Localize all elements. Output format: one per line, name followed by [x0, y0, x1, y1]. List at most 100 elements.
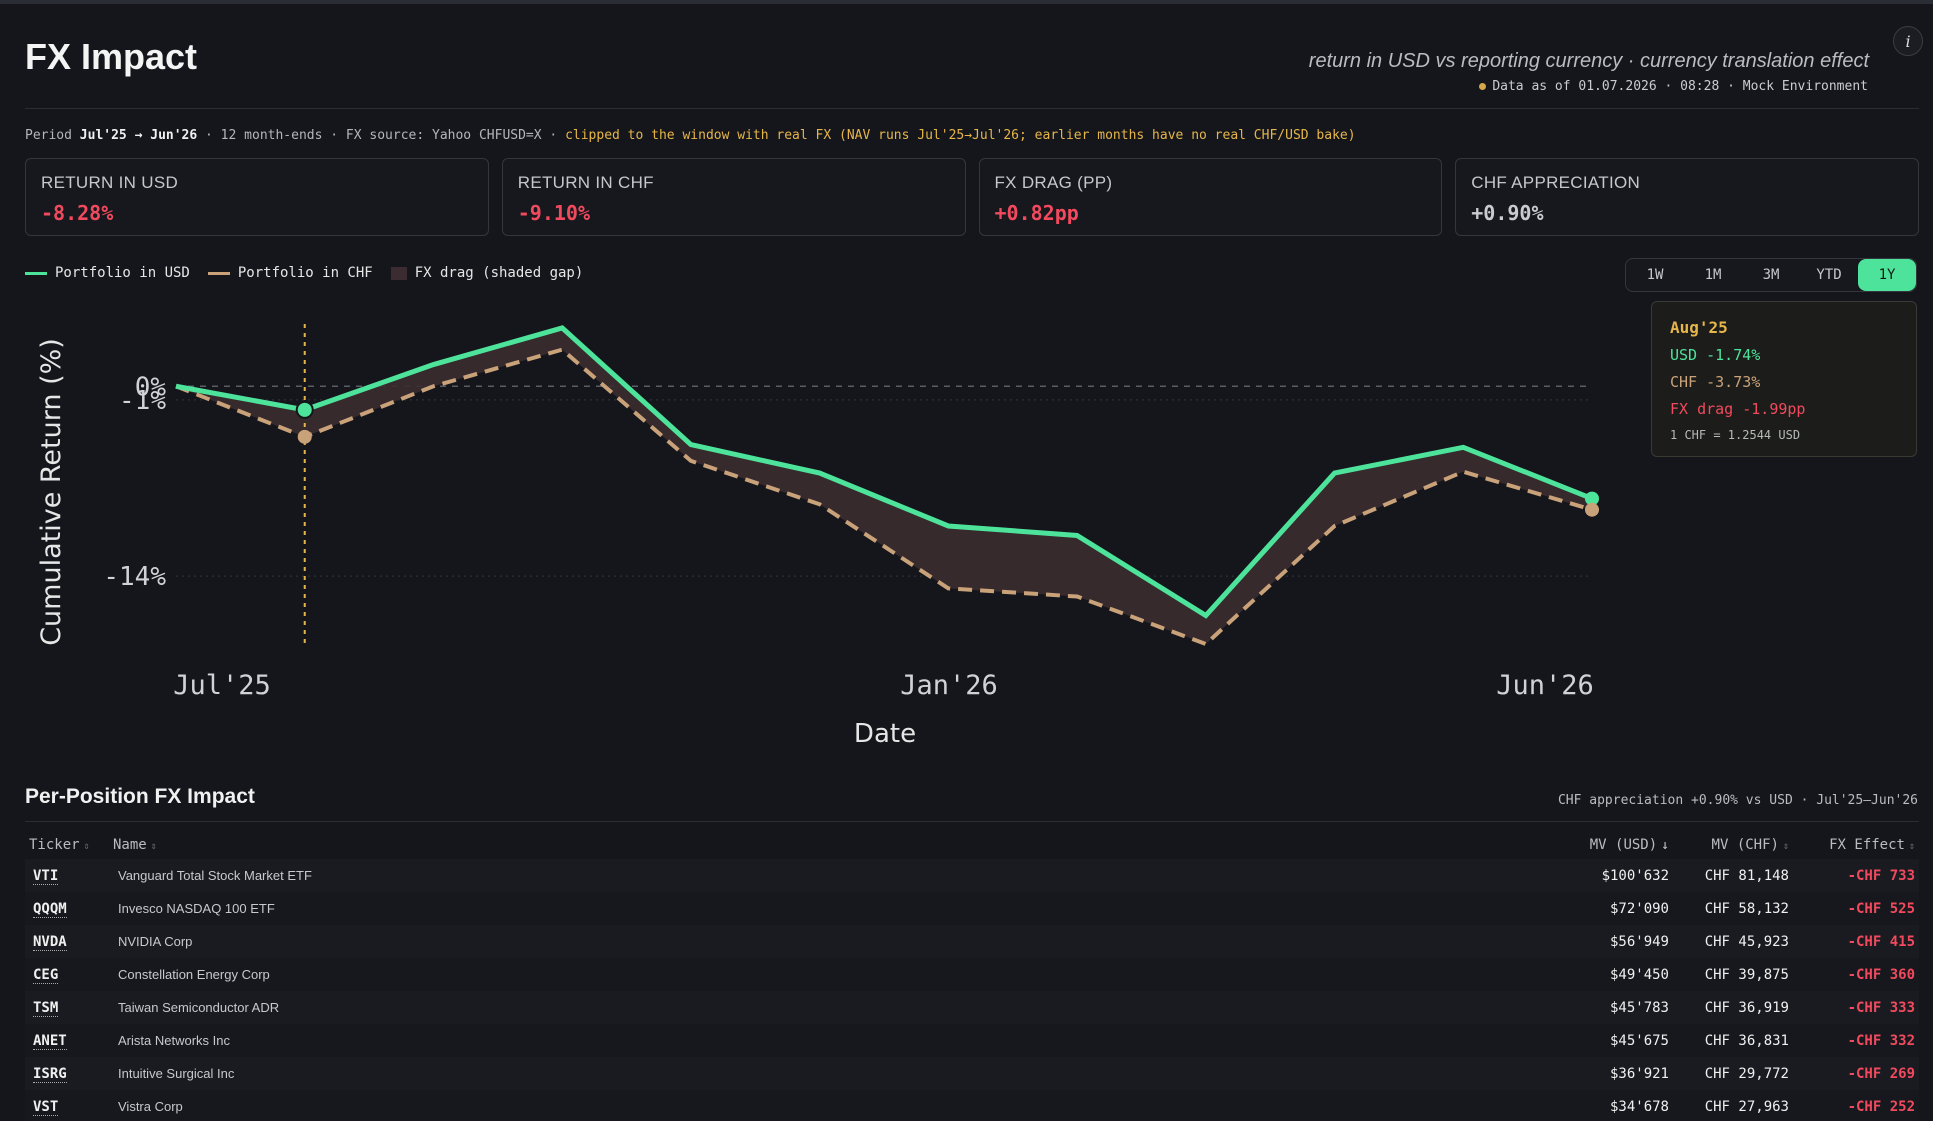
sort-icon: ⇕ — [1782, 841, 1789, 852]
col-fx-effect[interactable]: FX Effect ⇕ — [1793, 831, 1919, 859]
kpi-label: CHF APPRECIATION — [1471, 173, 1641, 192]
legend-chf-label: Portfolio in CHF — [237, 265, 373, 281]
legend-usd-label: Portfolio in USD — [55, 265, 190, 281]
ticker-link[interactable]: ISRG — [33, 1065, 67, 1083]
divider — [25, 108, 1919, 109]
name-cell: Vanguard Total Stock Market ETF — [109, 859, 1543, 892]
range-ytd[interactable]: YTD — [1816, 267, 1842, 283]
tooltip-drag: FX drag -1.99pp — [1670, 400, 1806, 418]
table-row[interactable]: ISRG Intuitive Surgical Inc $36'921 CHF 29,… — [25, 1057, 1919, 1090]
fx-impact-chart[interactable]: 0%-1% -14% Jul'25 Jan'26 Jun'26 Date Cumulativ… — [0, 304, 1650, 754]
range-1m[interactable]: 1M — [1704, 267, 1722, 283]
legend-chf: Portfolio in CHF — [207, 265, 373, 281]
range-1w[interactable]: 1W — [1646, 267, 1664, 283]
as-of-text: Data as of 01.07.2026 · 08:28 · Mock Env… — [1492, 79, 1868, 94]
x-axis-label: Date — [854, 719, 916, 749]
name-cell: Intuitive Surgical Inc — [109, 1057, 1543, 1090]
ticker-link[interactable]: CEG — [33, 966, 59, 984]
period-label: Period — [25, 128, 72, 143]
mv-usd-cell: $45'783 — [1543, 991, 1673, 1024]
table-row[interactable]: TSM Taiwan Semiconductor ADR $45'783 CHF 36… — [25, 991, 1919, 1024]
page-title: FX Impact — [25, 36, 198, 77]
point-chf-end — [1585, 502, 1599, 517]
chart-tooltip: Aug'25 USD -1.74% CHF -3.73% FX drag -1.… — [1651, 301, 1917, 457]
mv-usd-cell: $56'949 — [1543, 925, 1673, 958]
ticker-cell[interactable]: NVDA — [25, 925, 109, 958]
ticker-cell[interactable]: VST — [25, 1090, 109, 1121]
mv-chf-cell: CHF 39,875 — [1673, 958, 1793, 991]
ticker-cell[interactable]: TSM — [25, 991, 109, 1024]
mv-usd-cell: $36'921 — [1543, 1057, 1673, 1090]
table-row[interactable]: CEG Constellation Energy Corp $49'450 CHF 3… — [25, 958, 1919, 991]
name-cell: Taiwan Semiconductor ADR — [109, 991, 1543, 1024]
mv-chf-cell: CHF 45,923 — [1673, 925, 1793, 958]
ticker-link[interactable]: NVDA — [33, 933, 67, 951]
x-tick-label: Jul'25 — [173, 670, 271, 701]
fx-effect-cell: -CHF 333 — [1793, 991, 1919, 1024]
fx-effect-cell: -CHF 415 — [1793, 925, 1919, 958]
mv-usd-cell: $34'678 — [1543, 1090, 1673, 1121]
table-row[interactable]: QQQM Invesco NASDAQ 100 ETF $72'090 CHF 58,… — [25, 892, 1919, 925]
tooltip-usd: USD -1.74% — [1670, 346, 1761, 364]
fx-drag-area — [176, 327, 1592, 644]
data-as-of: Data as of 01.07.2026 · 08:28 · Mock Env… — [1479, 79, 1868, 94]
sort-desc-icon: ↓ — [1661, 838, 1669, 853]
col-label: Name — [113, 837, 147, 853]
kpi-value: -8.28% — [41, 201, 114, 225]
divider — [25, 821, 1919, 822]
sort-icon: ⇕ — [1908, 841, 1915, 852]
legend-chf-swatch — [207, 271, 230, 275]
fx-effect-cell: -CHF 360 — [1793, 958, 1919, 991]
ticker-link[interactable]: VTI — [33, 867, 59, 885]
table-row[interactable]: VTI Vanguard Total Stock Market ETF $100'6… — [25, 859, 1919, 892]
mv-chf-cell: CHF 36,919 — [1673, 991, 1793, 1024]
ticker-cell[interactable]: CEG — [25, 958, 109, 991]
table-row[interactable]: NVDA NVIDIA Corp $56'949 CHF 45,923 -CHF 415 — [25, 925, 1919, 958]
col-ticker[interactable]: Ticker ⇕ — [25, 831, 109, 859]
period-details: · 12 month-ends · FX source: Yahoo CHFUS… — [205, 128, 558, 143]
kpi-value: -9.10% — [517, 201, 590, 225]
table-row[interactable]: VST Vistra Corp $34'678 CHF 27,963 -CHF 252 — [25, 1090, 1919, 1121]
info-icon[interactable]: i — [1893, 26, 1923, 56]
period-range: Jul'25 → Jun'26 — [79, 128, 198, 143]
tooltip-chf: CHF -3.73% — [1670, 373, 1761, 391]
mv-usd-cell: $72'090 — [1543, 892, 1673, 925]
ticker-link[interactable]: ANET — [33, 1032, 67, 1050]
ticker-link[interactable]: QQQM — [33, 900, 67, 918]
positions-note: CHF appreciation +0.90% vs USD · Jul'25–… — [1557, 793, 1918, 808]
mv-usd-cell: $49'450 — [1543, 958, 1673, 991]
col-label: MV (USD) — [1589, 837, 1658, 853]
col-mv-usd[interactable]: MV (USD) ↓ — [1543, 831, 1673, 859]
name-cell: Constellation Energy Corp — [109, 958, 1543, 991]
ticker-cell[interactable]: VTI — [25, 859, 109, 892]
col-mv-chf[interactable]: MV (CHF) ⇕ — [1673, 831, 1793, 859]
y-tick-label: -14% — [103, 562, 166, 592]
fx-effect-cell: -CHF 733 — [1793, 859, 1919, 892]
range-3m[interactable]: 3M — [1762, 267, 1780, 283]
series-line-usd — [175, 325, 1593, 619]
ticker-cell[interactable]: QQQM — [25, 892, 109, 925]
legend-usd: Portfolio in USD — [25, 265, 190, 281]
page-subtitle: return in USD vs reporting currency · cu… — [1308, 50, 1869, 72]
ticker-cell[interactable]: ANET — [25, 1024, 109, 1057]
table-row[interactable]: ANET Arista Networks Inc $45'675 CHF 36,831… — [25, 1024, 1919, 1057]
legend-drag: FX drag (shaded gap) — [390, 265, 583, 281]
range-1y[interactable]: 1Y — [1858, 259, 1916, 291]
ticker-link[interactable]: TSM — [33, 999, 59, 1017]
sort-icon: ⇕ — [150, 841, 157, 852]
point-chf-highlight — [297, 429, 312, 444]
name-cell: NVIDIA Corp — [109, 925, 1543, 958]
positions-title: Per-Position FX Impact — [25, 785, 255, 808]
ticker-cell[interactable]: ISRG — [25, 1057, 109, 1090]
col-label: MV (CHF) — [1711, 837, 1779, 853]
mv-chf-cell: CHF 36,831 — [1673, 1024, 1793, 1057]
kpi-label: FX DRAG (PP) — [994, 173, 1113, 192]
kpi-fx-drag: FX DRAG (PP) +0.82pp — [978, 158, 1443, 236]
kpi-label: RETURN IN CHF — [517, 173, 654, 192]
col-name[interactable]: Name ⇕ — [109, 831, 1543, 859]
period-info: Period Jul'25 → Jun'26 · 12 month-ends ·… — [25, 128, 1356, 143]
ticker-link[interactable]: VST — [33, 1098, 59, 1116]
table-header: Ticker ⇕ Name ⇕ MV (USD) ↓ MV (CHF) ⇕ FX Eff… — [25, 831, 1919, 859]
fx-effect-cell: -CHF 332 — [1793, 1024, 1919, 1057]
